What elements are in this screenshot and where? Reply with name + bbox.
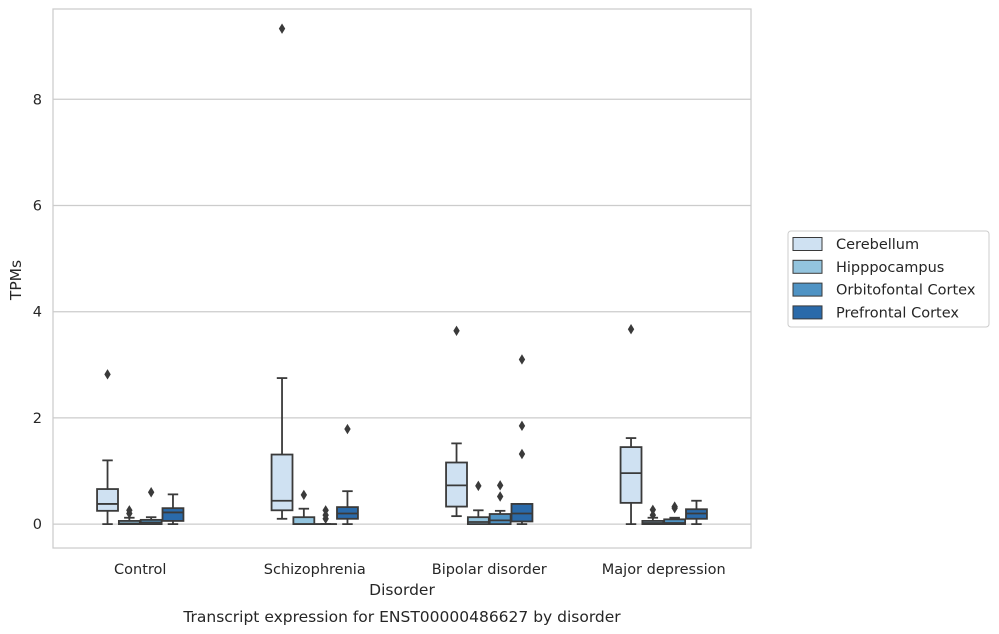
legend-swatch <box>792 305 823 320</box>
x-tick-label: Schizophrenia <box>264 562 366 578</box>
box-body <box>161 507 185 522</box>
legend-label: Orbitofontal Cortex <box>836 283 976 299</box>
legend-frame <box>787 230 990 328</box>
y-tick-label: 0 <box>33 517 42 533</box>
outlier-point <box>300 489 308 501</box>
box-body <box>292 516 316 526</box>
y-tick-label: 6 <box>33 198 42 214</box>
box-3-1 <box>641 504 665 526</box>
x-axis-label: Disorder <box>369 581 435 599</box>
legend-label: Hipppocampus <box>836 260 944 276</box>
outlier-point <box>496 491 504 502</box>
y-tick-label: 2 <box>33 411 42 427</box>
outlier-point <box>344 423 351 435</box>
outlier-point <box>126 505 133 516</box>
outlier-point <box>104 369 111 380</box>
box-body <box>96 488 119 512</box>
y-tick-label: 8 <box>33 92 42 108</box>
chart-title: Transcript expression for ENST0000048662… <box>182 608 621 626</box>
box-series <box>96 23 708 526</box>
box-body <box>270 453 294 512</box>
box-0-3 <box>161 493 185 526</box>
grid-lines <box>53 98 751 525</box>
box-1-1 <box>292 489 316 526</box>
outlier-point <box>518 354 526 365</box>
outlier-point <box>147 487 155 498</box>
legend-swatch <box>792 237 823 251</box>
box-3-2 <box>663 501 687 526</box>
box-2-3 <box>510 354 534 526</box>
box-1-0 <box>270 23 294 520</box>
y-axis-ticks: 0 2 4 6 8 <box>33 92 42 533</box>
legend-swatch <box>792 282 823 297</box>
outlier-point <box>453 325 460 337</box>
x-tick-label: Bipolar disorder <box>432 562 547 578</box>
box-body <box>488 513 512 526</box>
legend-label: Prefrontal Cortex <box>836 305 959 321</box>
x-tick-label: Major depression <box>602 562 726 578</box>
outlier-point <box>518 420 526 432</box>
outlier-point <box>649 509 657 521</box>
outlier-point <box>671 501 678 512</box>
outlier-point <box>518 448 526 460</box>
box-2-2 <box>488 480 512 526</box>
box-1-3 <box>336 423 359 526</box>
outlier-point <box>649 504 657 515</box>
box-3-3 <box>685 499 708 526</box>
box-3-0 <box>619 324 643 526</box>
box-body <box>466 516 490 526</box>
box-0-1 <box>117 505 141 526</box>
box-2-0 <box>445 325 468 518</box>
outlier-point <box>322 505 329 516</box>
box-1-2 <box>314 505 338 526</box>
outlier-point <box>627 324 635 335</box>
legend: Cerebellum Hipppocampus Orbitofontal Corte… <box>787 230 990 328</box>
box-0-2 <box>139 487 163 526</box>
legend-swatch <box>792 259 823 274</box>
legend-label: Cerebellum <box>836 237 919 253</box>
outlier-point <box>496 480 504 491</box>
x-tick-label: Control <box>114 562 166 578</box>
x-axis-ticks: Control Schizophrenia Bipolar disorder Majo… <box>114 562 726 578</box>
box-body <box>619 446 643 504</box>
box-body <box>663 518 687 526</box>
y-axis-label: TPMs <box>7 260 25 301</box>
outlier-point <box>475 480 482 492</box>
plot-frame <box>52 8 752 549</box>
box-2-1 <box>466 480 490 526</box>
y-tick-label: 4 <box>33 305 42 321</box>
outlier-point <box>278 23 286 34</box>
box-0-0 <box>96 369 119 526</box>
